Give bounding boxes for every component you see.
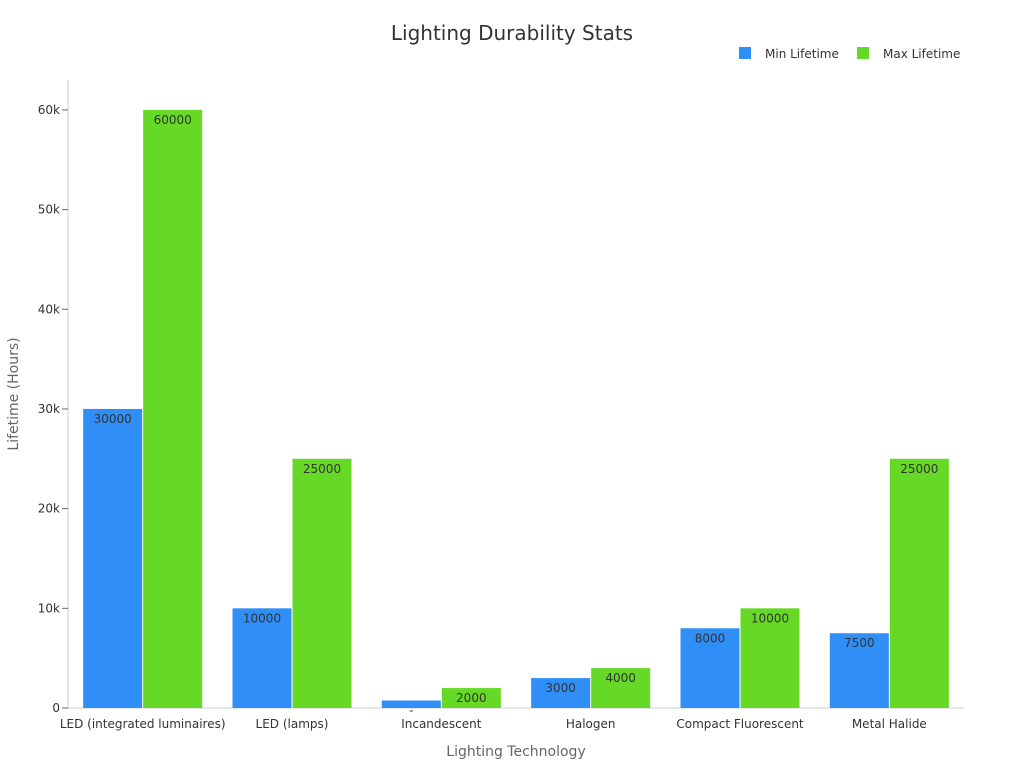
y-tick-label: 0: [52, 701, 60, 715]
bar-max-lifetime: [740, 608, 800, 708]
x-axis: LED (integrated luminaires) LED (lamps) In…: [60, 707, 964, 731]
data-label: 10000: [751, 611, 789, 625]
bar-max-lifetime: [441, 688, 501, 708]
x-tick-label: LED (lamps): [256, 717, 329, 731]
bar-min-lifetime: [531, 678, 591, 708]
data-label: 8000: [695, 631, 726, 645]
y-tick-label: 20k: [38, 502, 60, 516]
data-labels: 30000 60000 10000 25000 - 2000 3000 4000 8000 100…: [94, 113, 939, 718]
y-tick-label: 60k: [38, 103, 60, 117]
y-tick-label: 40k: [38, 302, 60, 316]
data-label: 60000: [154, 113, 192, 127]
data-label: 3000: [545, 681, 576, 695]
legend-label-min: Min Lifetime: [765, 47, 839, 61]
x-tick-label: LED (integrated luminaires): [60, 717, 226, 731]
data-label: 10000: [243, 611, 281, 625]
y-axis: 0 10k 20k 30k 40k 50k 60k: [38, 80, 69, 715]
x-tick-label: Halogen: [566, 717, 616, 731]
bar-max-lifetime: [143, 109, 203, 708]
bar-min-lifetime: [232, 608, 292, 708]
y-tick-label: 30k: [38, 402, 60, 416]
legend-swatch-max: [857, 47, 869, 59]
x-tick-label: Incandescent: [401, 717, 482, 731]
bar-min-lifetime: [381, 700, 441, 708]
legend-label-max: Max Lifetime: [883, 47, 960, 61]
chart-title: Lighting Durability Stats: [391, 21, 633, 45]
bars: [83, 109, 949, 708]
legend-swatch-min: [739, 47, 751, 59]
y-axis-title: Lifetime (Hours): [6, 337, 22, 450]
x-tick-label: Compact Fluorescent: [676, 717, 804, 731]
data-label: 7500: [844, 636, 875, 650]
bar-max-lifetime: [292, 458, 352, 708]
x-tick-label: Metal Halide: [852, 717, 927, 731]
bar-min-lifetime: [83, 408, 143, 708]
data-label: 4000: [605, 671, 636, 685]
bar-max-lifetime: [591, 668, 651, 708]
data-label: 25000: [303, 462, 341, 476]
bar-max-lifetime: [889, 458, 949, 708]
data-label: 2000: [456, 691, 487, 705]
data-label: 25000: [900, 462, 938, 476]
data-label: -: [409, 704, 413, 718]
x-axis-title: Lighting Technology: [446, 744, 585, 760]
bar-min-lifetime: [680, 628, 740, 708]
y-tick-label: 10k: [38, 601, 60, 615]
y-tick-label: 50k: [38, 203, 60, 217]
legend: Min Lifetime Max Lifetime: [739, 47, 960, 61]
bar-min-lifetime: [829, 633, 889, 708]
data-label: 30000: [94, 412, 132, 426]
